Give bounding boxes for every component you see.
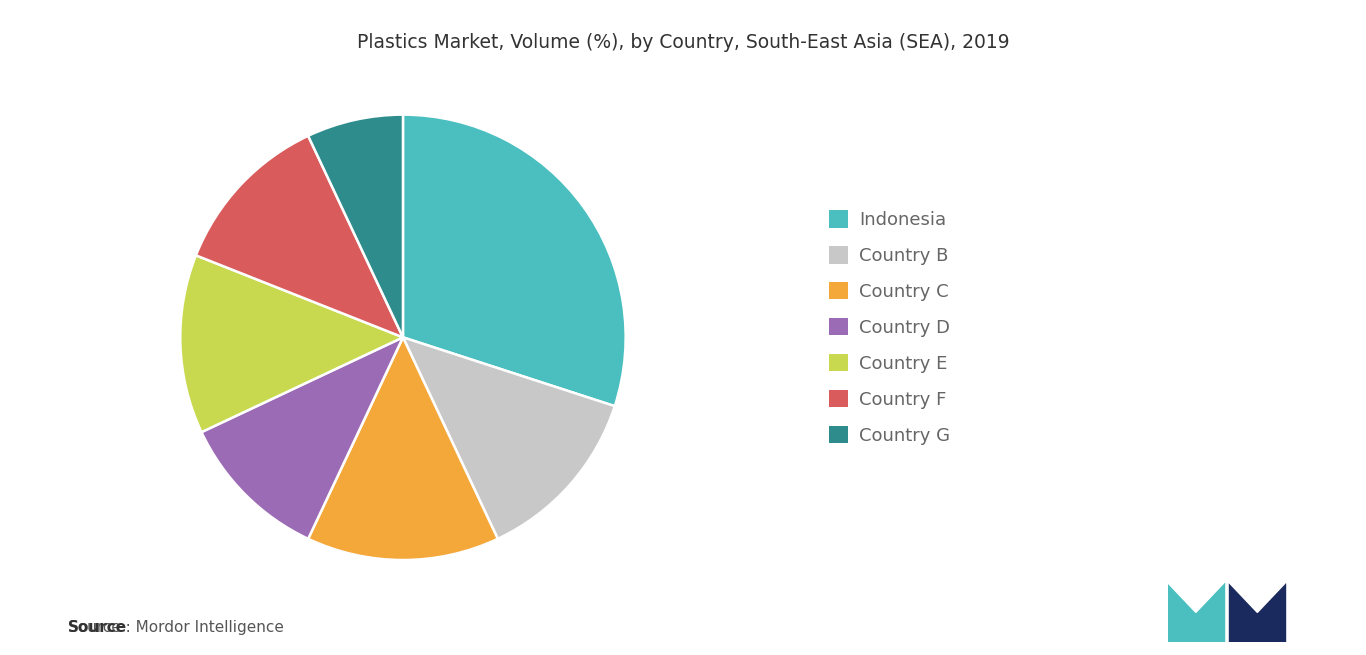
Text: Plastics Market, Volume (%), by Country, South-East Asia (SEA), 2019: Plastics Market, Volume (%), by Country,…: [357, 33, 1009, 52]
Text: Source : Mordor Intelligence: Source : Mordor Intelligence: [68, 620, 284, 635]
Polygon shape: [1168, 583, 1224, 612]
Polygon shape: [1168, 583, 1224, 642]
Wedge shape: [201, 337, 403, 539]
Wedge shape: [403, 115, 626, 406]
Wedge shape: [195, 136, 403, 337]
Polygon shape: [1229, 583, 1285, 612]
Wedge shape: [309, 337, 497, 560]
Legend: Indonesia, Country B, Country C, Country D, Country E, Country F, Country G: Indonesia, Country B, Country C, Country…: [829, 210, 951, 445]
Text: Source: Source: [68, 620, 127, 635]
Wedge shape: [309, 115, 403, 337]
Wedge shape: [403, 337, 615, 539]
Wedge shape: [180, 255, 403, 432]
Polygon shape: [1229, 583, 1285, 642]
